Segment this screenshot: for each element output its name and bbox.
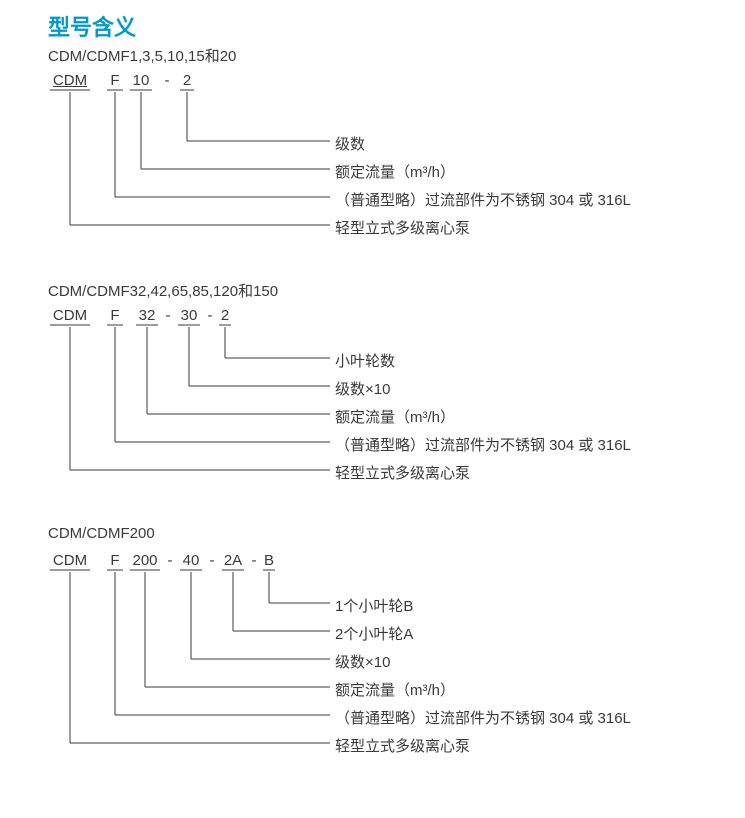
block3-subtitle: CDM/CDMF200 — [48, 525, 155, 542]
b3-part-cdm: CDM — [48, 552, 92, 569]
b1-desc-2: （普通型略）过流部件为不锈钢 304 或 316L — [335, 189, 631, 210]
b3-part-2a: 2A — [220, 552, 246, 569]
b3-desc-5: 轻型立式多级离心泵 — [335, 735, 470, 756]
block1-subtitle: CDM/CDMF1,3,5,10,15和20 — [48, 45, 236, 66]
b1-part-cdm: CDM — [48, 72, 92, 89]
b3-part-40: 40 — [178, 552, 204, 569]
b1-part-dash: - — [160, 72, 174, 89]
b3-part-d2: - — [206, 552, 218, 569]
b2-part-f: F — [108, 307, 122, 324]
b1-part-10: 10 — [128, 72, 154, 89]
b2-part-d1: - — [162, 307, 174, 324]
b3-desc-4: （普通型略）过流部件为不锈钢 304 或 316L — [335, 707, 631, 728]
b2-part-d2: - — [204, 307, 216, 324]
b2-desc-4: 轻型立式多级离心泵 — [335, 462, 470, 483]
b1-part-f: F — [108, 72, 122, 89]
b3-desc-0: 1个小叶轮B — [335, 595, 413, 616]
b3-part-200: 200 — [128, 552, 162, 569]
b2-part-cdm: CDM — [48, 307, 92, 324]
b2-part-2: 2 — [218, 307, 232, 324]
b3-part-b: B — [262, 552, 276, 569]
b2-part-30: 30 — [176, 307, 202, 324]
b3-desc-1: 2个小叶轮A — [335, 623, 413, 644]
b2-desc-1: 级数×10 — [335, 378, 390, 399]
page-title: 型号含义 — [48, 10, 136, 42]
b2-desc-2: 额定流量（m³/h） — [335, 406, 455, 427]
b3-desc-2: 级数×10 — [335, 651, 390, 672]
b3-part-d1: - — [164, 552, 176, 569]
b1-part-2: 2 — [180, 72, 194, 89]
b2-desc-0: 小叶轮数 — [335, 350, 395, 371]
b3-desc-3: 额定流量（m³/h） — [335, 679, 455, 700]
b3-part-d3: - — [248, 552, 260, 569]
b2-desc-3: （普通型略）过流部件为不锈钢 304 或 316L — [335, 434, 631, 455]
b2-part-32: 32 — [134, 307, 160, 324]
b1-desc-0: 级数 — [335, 133, 365, 154]
b1-desc-1: 额定流量（m³/h） — [335, 161, 455, 182]
block2-subtitle: CDM/CDMF32,42,65,85,120和150 — [48, 280, 278, 301]
b1-desc-3: 轻型立式多级离心泵 — [335, 217, 470, 238]
b3-part-f: F — [108, 552, 122, 569]
